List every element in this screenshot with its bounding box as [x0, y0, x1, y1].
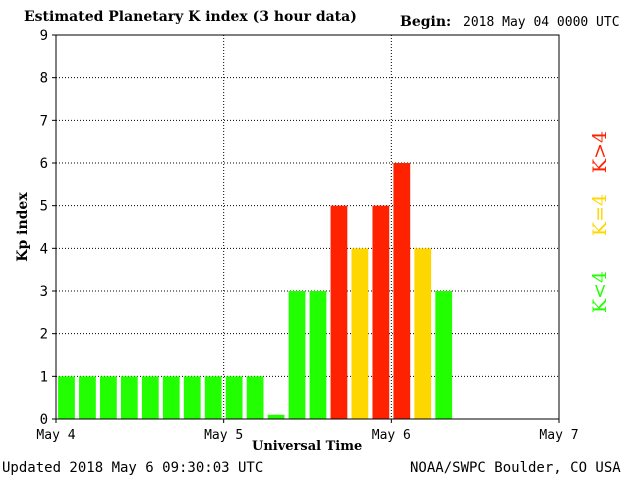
kp-bar [309, 291, 327, 419]
x-axis-label: Universal Time [252, 439, 363, 454]
x-tick-label: May 6 [372, 428, 411, 443]
y-tick-label: 8 [40, 71, 48, 87]
y-tick-label: 2 [40, 327, 48, 343]
x-axis-ticks: May 4 May 5 May 6 May 7 [36, 419, 579, 443]
kp-bar [183, 376, 201, 419]
kp-bar [330, 205, 348, 419]
y-tick-label: 1 [40, 369, 48, 385]
kp-bar [58, 376, 75, 419]
kp-bar [246, 376, 264, 419]
x-tick-label: May 4 [36, 428, 75, 443]
legend-mid: K=4 [589, 193, 611, 237]
kp-bar [141, 376, 159, 419]
kp-bar [393, 163, 411, 419]
y-tick-label: 9 [40, 28, 48, 44]
chart-bars [58, 163, 453, 419]
y-tick-label: 7 [40, 113, 48, 129]
begin-label: Begin: [400, 14, 452, 30]
legend-high: K>4 [589, 130, 611, 174]
y-tick-label: 0 [40, 412, 48, 428]
kp-bar [79, 376, 96, 419]
y-axis-ticks: 0 1 2 3 4 5 6 7 8 9 [40, 28, 56, 428]
y-tick-label: 6 [40, 156, 48, 172]
kp-bar [435, 291, 453, 419]
kp-bar [100, 376, 117, 419]
kp-bar [162, 376, 180, 419]
kp-bar [225, 376, 243, 419]
kp-bar [204, 376, 222, 419]
kp-bar [267, 414, 285, 419]
y-tick-label: 3 [40, 284, 48, 300]
credit-text: NOAA/SWPC Boulder, CO USA [410, 460, 621, 476]
kp-bar [120, 376, 138, 419]
kp-bar [288, 291, 306, 419]
begin-value: 2018 May 04 0000 UTC [463, 15, 620, 30]
chart-title: Estimated Planetary K index (3 hour data… [24, 9, 357, 25]
x-tick-label: May 7 [539, 428, 578, 443]
kp-bar [414, 248, 432, 419]
updated-timestamp: Updated 2018 May 6 09:30:03 UTC [2, 460, 264, 476]
kp-bar [372, 205, 390, 419]
y-tick-label: 5 [40, 199, 48, 215]
y-axis-label: Kp index [15, 192, 31, 262]
plot-frame [55, 34, 560, 420]
kp-bar [351, 248, 369, 419]
legend-low: K<4 [589, 270, 611, 314]
x-tick-label: May 5 [204, 428, 243, 443]
chart-grid [56, 35, 559, 419]
y-tick-label: 4 [40, 241, 48, 257]
